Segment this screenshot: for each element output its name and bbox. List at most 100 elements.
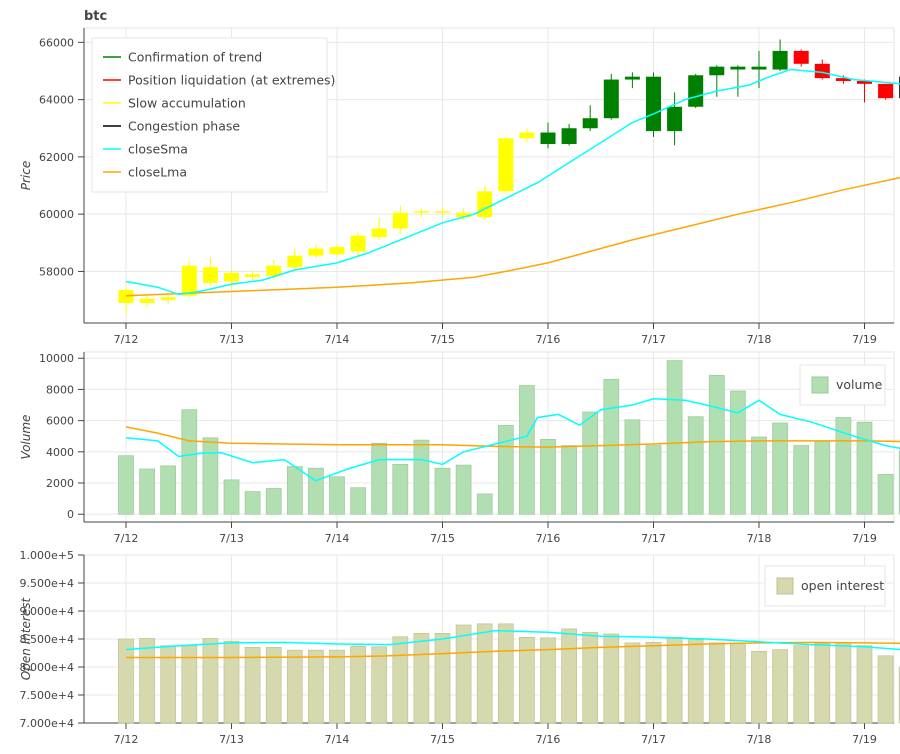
y-tick-label: 6000	[46, 415, 74, 428]
x-tick-label: 7/16	[536, 333, 561, 346]
candle-body	[793, 50, 809, 64]
y-tick-label: 8000	[46, 383, 74, 396]
legend-box	[91, 37, 328, 193]
volume-bar	[645, 445, 662, 515]
y-tick-label: 2000	[46, 477, 74, 490]
volume-bar	[223, 479, 240, 515]
x-tick-label: 7/19	[852, 333, 877, 346]
open-interest-bar	[497, 623, 514, 724]
oi-legend: open interest	[764, 565, 886, 607]
open-interest-bar	[244, 647, 261, 724]
candle-body	[456, 212, 472, 218]
y-tick-label: 64000	[39, 94, 74, 107]
legend-label: Position liquidation (at extremes)	[128, 73, 335, 88]
y-tick-label: 58000	[39, 265, 74, 278]
x-tick-label: 7/18	[747, 733, 772, 746]
open-interest-bar	[371, 646, 388, 724]
legend-label: Slow accumulation	[128, 96, 246, 111]
y-axis-label: Open Interest	[19, 597, 33, 681]
open-interest-bar	[540, 637, 556, 724]
legend-box	[764, 565, 886, 607]
open-interest-bar	[856, 645, 873, 724]
open-interest-bar	[202, 638, 219, 724]
x-tick-label: 7/17	[641, 333, 666, 346]
volume-bar	[814, 440, 831, 515]
y-tick-label: 4000	[46, 446, 74, 459]
open-interest-bar	[118, 638, 134, 724]
y-tick-label: 1.000e+5	[20, 549, 74, 562]
volume-lma-line	[125, 426, 900, 448]
candle-body	[603, 79, 619, 119]
volume-bar	[835, 417, 852, 515]
open-interest-bar	[223, 640, 240, 724]
legend-label: closeLma	[128, 165, 187, 180]
volume-bar	[519, 385, 535, 515]
x-tick-label: 7/19	[852, 733, 877, 746]
candle-body	[392, 212, 408, 229]
volume-bar	[202, 437, 219, 515]
candle-body	[224, 272, 239, 282]
volume-bar	[497, 424, 514, 515]
volume-bar	[603, 378, 620, 515]
volume-bar	[582, 411, 599, 515]
open-interest-bar	[877, 655, 894, 724]
y-tick-label: 60000	[39, 208, 74, 221]
candle-body	[667, 106, 683, 132]
y-axis-label: Price	[19, 161, 33, 190]
candle-body	[519, 132, 535, 139]
legend-label: Congestion phase	[128, 119, 240, 134]
volume-bar	[476, 493, 493, 515]
volume-bar	[877, 474, 894, 515]
volume-bar	[160, 465, 177, 515]
volume-bar	[329, 476, 345, 515]
open-interest-bar	[624, 642, 641, 724]
open-interest-bar	[645, 642, 662, 724]
x-tick-label: 7/12	[114, 733, 139, 746]
open-interest-bar	[434, 633, 451, 724]
volume-bar	[434, 467, 451, 515]
panel-3: 7/12 7/13 7/14 7/15 7/16 7/17 7/18 7/19 7.000e+4…	[19, 549, 900, 746]
y-tick-label: 8.500e+4	[20, 633, 74, 646]
open-interest-bar	[286, 649, 303, 724]
candle-body	[118, 290, 134, 303]
y-axis-label: Volume	[19, 415, 33, 460]
volume-bar	[371, 442, 388, 515]
candle-body	[878, 83, 894, 99]
open-interest-bar	[519, 636, 535, 724]
x-tick-label: 7/17	[641, 733, 666, 746]
volume-bar	[413, 439, 430, 515]
y-tick-label: 10000	[39, 352, 74, 365]
volume-bar	[455, 464, 472, 515]
candle-body	[540, 132, 556, 144]
candle-body	[709, 66, 725, 76]
x-tick-label: 7/15	[430, 532, 455, 545]
open-interest-bar	[687, 639, 704, 724]
legend-label: open interest	[801, 578, 884, 593]
volume-bar	[624, 419, 641, 515]
x-tick-label: 7/16	[536, 532, 561, 545]
volume-bar	[687, 416, 704, 515]
open-interest-bar	[160, 645, 177, 724]
legend-label: closeSma	[128, 142, 188, 157]
volume-bar	[181, 409, 198, 515]
volume-bar	[772, 422, 788, 515]
legend-swatch	[776, 577, 794, 595]
candle-body	[498, 138, 514, 192]
volume-bar	[730, 390, 746, 515]
volume-bar	[751, 436, 767, 515]
open-interest-bar	[730, 642, 746, 724]
open-interest-bar	[561, 628, 577, 724]
candle-body	[308, 248, 324, 256]
x-tick-label: 7/14	[325, 333, 350, 346]
candle-body	[561, 128, 577, 144]
x-tick-label: 7/12	[114, 333, 139, 346]
chart-title: btc	[84, 9, 107, 24]
legend-swatch	[811, 376, 829, 394]
volume-bar	[244, 491, 261, 515]
open-interest-bar	[772, 649, 788, 724]
candle-body	[139, 298, 155, 303]
open-interest-bar	[814, 643, 831, 724]
volume-bar	[308, 467, 324, 515]
y-tick-label: 66000	[39, 36, 74, 49]
volume-bar	[561, 445, 577, 515]
